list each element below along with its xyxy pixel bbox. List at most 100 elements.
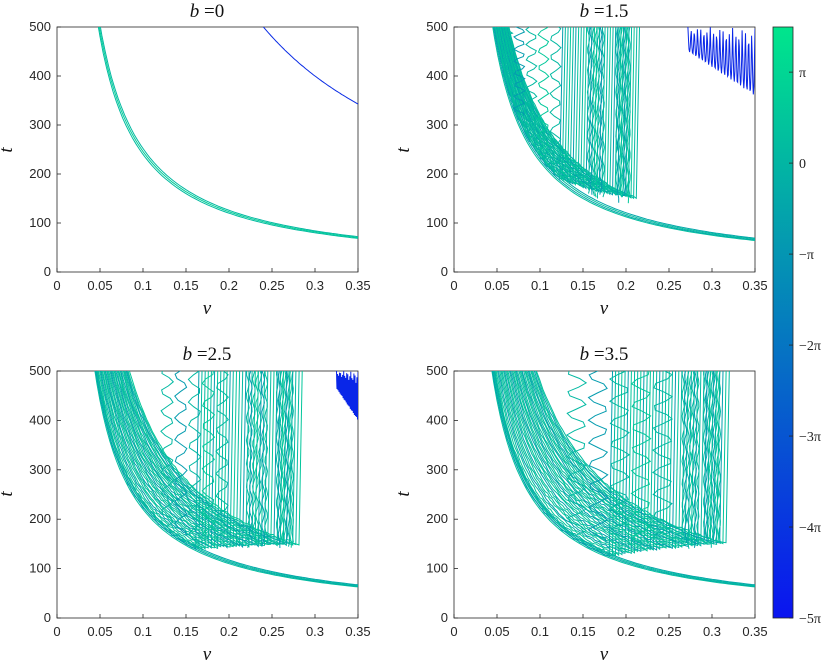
contour-line — [500, 371, 636, 555]
y-tick-label: 100 — [426, 215, 448, 230]
contour-line — [681, 371, 685, 544]
contour-line — [493, 27, 564, 181]
y-tick-label: 0 — [44, 264, 51, 279]
x-tick-label: 0.05 — [484, 278, 509, 293]
contour-line — [106, 371, 234, 548]
x-tick-label: 0.1 — [531, 278, 549, 293]
contour-line — [291, 371, 294, 543]
y-tick-label: 400 — [426, 68, 448, 83]
panel-title: b =0 — [190, 1, 224, 22]
colorbar-tick-label: −4π — [799, 521, 821, 536]
contour-line — [591, 27, 596, 197]
x-tick-label: 0.2 — [617, 624, 635, 639]
panel-b-2-5: b =2.5 0 0.05 0.1 0.15 0.2 0.25 0.3 0.35 0 100 200… — [0, 344, 371, 662]
y-tick-label: 100 — [29, 561, 51, 576]
contour-line — [187, 371, 202, 545]
y-tick-label: 0 — [44, 610, 51, 625]
contour-line — [518, 371, 683, 549]
contour-line — [586, 27, 591, 194]
y-axis-label: t — [0, 491, 17, 497]
contour-line — [245, 371, 250, 549]
contour-line — [264, 371, 269, 545]
colorbar-ticks: π 0 −π −2π −3π −4π −5π — [789, 66, 821, 627]
contour-line — [533, 371, 724, 544]
y-axis-label: t — [0, 147, 17, 153]
contour-line — [98, 27, 358, 239]
y-tick-label: 300 — [426, 117, 448, 132]
contour-line — [501, 27, 601, 193]
contour-line — [530, 371, 715, 545]
colorbar-tick-label: −π — [799, 248, 814, 263]
y-tick-label: 200 — [29, 511, 51, 526]
y-tick-label: 400 — [29, 68, 51, 83]
y-tick-label: 0 — [441, 610, 448, 625]
contour-line — [496, 371, 626, 556]
y-tick-label: 0 — [441, 264, 448, 279]
contour-line — [501, 371, 639, 554]
contour-line — [258, 371, 262, 544]
contour-line — [95, 371, 200, 551]
contour-line — [520, 371, 689, 547]
x-tick-label: 0.25 — [656, 624, 681, 639]
contour-line — [113, 371, 256, 546]
x-tick-label: 0.35 — [742, 278, 767, 293]
contour-line — [492, 371, 614, 557]
contour-line — [702, 371, 706, 540]
colorbar-gradient — [772, 26, 794, 619]
contour-line — [261, 371, 266, 547]
contour-lines — [492, 27, 755, 241]
x-tick-label: 0 — [450, 278, 457, 293]
x-tick-label: 0.2 — [617, 278, 635, 293]
y-tick-label: 500 — [426, 363, 448, 378]
contour-line — [528, 371, 711, 545]
x-tick-label: 0.15 — [173, 624, 198, 639]
x-tick-label: 0 — [53, 278, 60, 293]
contour-line — [283, 371, 287, 540]
x-tick-label: 0.25 — [656, 278, 681, 293]
panel-b-0: b =0 0 0.05 0.1 0.15 0.2 0.25 0.3 0.35 0 100 200 30… — [0, 1, 371, 319]
contour-line — [160, 371, 175, 527]
x-axis-label: v — [203, 644, 212, 662]
contour-line — [535, 371, 730, 544]
y-tick-label: 400 — [29, 412, 51, 427]
contour-line — [615, 27, 618, 195]
y-tick-label: 200 — [426, 166, 448, 181]
axis-ticks: 0 0.05 0.1 0.15 0.2 0.25 0.3 0.35 0 100 200 300 400 5… — [29, 19, 370, 293]
panel-b-1-5: b =1.5 0 0.05 0.1 0.15 0.2 0.25 0.3 0.35 0 100 200… — [393, 1, 768, 319]
contour-line — [255, 371, 259, 543]
panel-title: b =1.5 — [580, 1, 629, 22]
contour-line — [494, 371, 620, 558]
x-tick-label: 0.05 — [87, 278, 112, 293]
contour-line — [336, 371, 358, 420]
colorbar-tick-label: −3π — [799, 430, 821, 445]
contour-line — [537, 27, 550, 157]
contour-line — [97, 371, 206, 551]
contour-line — [506, 371, 651, 552]
contour-line — [514, 371, 674, 549]
contour-line — [215, 371, 230, 542]
contour-line — [512, 371, 667, 549]
contour-line — [123, 371, 288, 545]
contour-line — [651, 371, 674, 540]
y-tick-label: 200 — [426, 511, 448, 526]
y-tick-label: 100 — [29, 215, 51, 230]
contour-line — [99, 371, 212, 549]
contour-line — [101, 371, 219, 549]
contour-line — [706, 371, 710, 543]
contour-line — [287, 371, 291, 547]
contour-line — [718, 371, 722, 544]
contour-line — [201, 371, 216, 541]
y-tick-label: 500 — [426, 19, 448, 34]
contour-line — [521, 371, 692, 548]
contour-line — [716, 371, 720, 541]
contour-line — [628, 27, 631, 199]
contour-line — [493, 371, 617, 557]
contour-line — [714, 371, 718, 541]
contour-line — [688, 371, 693, 540]
contour-line — [115, 371, 263, 548]
contour-line — [587, 371, 609, 544]
x-tick-label: 0.05 — [87, 624, 112, 639]
panel-title: b =2.5 — [183, 344, 232, 365]
contour-line — [686, 371, 690, 549]
contour-line — [493, 371, 755, 586]
